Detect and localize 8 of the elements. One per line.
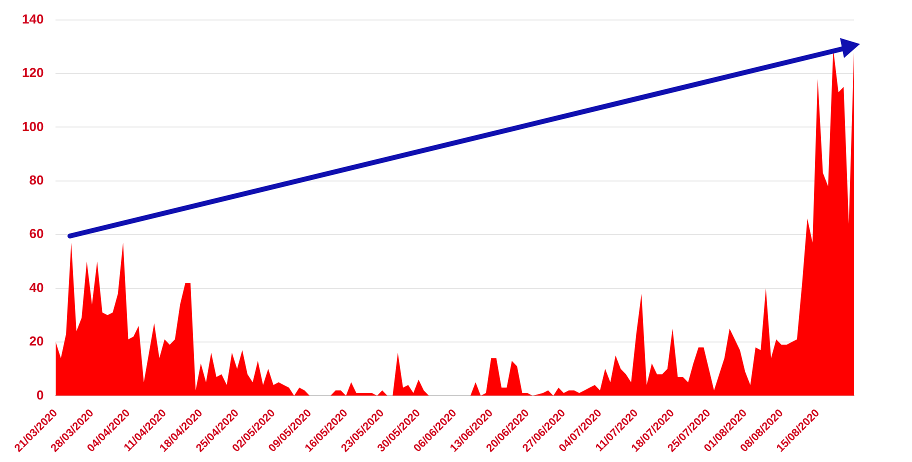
y-tick-label: 60 <box>29 226 44 242</box>
y-tick-label: 20 <box>29 334 44 349</box>
y-tick-label: 120 <box>22 65 44 80</box>
y-tick-label: 0 <box>36 387 44 402</box>
y-tick-label: 140 <box>22 11 44 26</box>
y-tick-label: 100 <box>22 118 44 134</box>
y-tick-label: 80 <box>29 172 44 188</box>
y-tick-label: 40 <box>29 280 44 295</box>
